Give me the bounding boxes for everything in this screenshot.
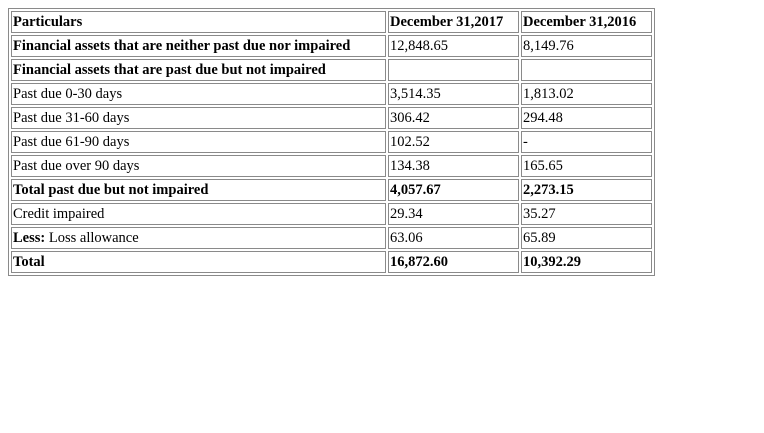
row-label: Past due 31-60 days (11, 107, 386, 129)
row-label: Total past due but not impaired (11, 179, 386, 201)
table-row: Financial assets that are past due but n… (11, 59, 652, 81)
row-label: Past due 61-90 days (11, 131, 386, 153)
table-row: Past due over 90 days 134.38 165.65 (11, 155, 652, 177)
row-value-2017: 4,057.67 (388, 179, 519, 201)
row-value-2016 (521, 59, 652, 81)
row-value-2017: 3,514.35 (388, 83, 519, 105)
table-row: Past due 0-30 days 3,514.35 1,813.02 (11, 83, 652, 105)
row-value-2016: 10,392.29 (521, 251, 652, 273)
row-value-2016: - (521, 131, 652, 153)
row-label-rest: Loss allowance (45, 229, 139, 246)
row-value-2017: 306.42 (388, 107, 519, 129)
table-row: Financial assets that are neither past d… (11, 35, 652, 57)
header-dec-2016: December 31,2016 (521, 11, 652, 33)
table-total-row: Total 16,872.60 10,392.29 (11, 251, 652, 273)
row-label-prefix: Less: (13, 229, 46, 246)
row-value-2016: 65.89 (521, 227, 652, 249)
row-value-2016: 1,813.02 (521, 83, 652, 105)
financial-assets-table: Particulars December 31,2017 December 31… (8, 8, 655, 276)
table-header-row: Particulars December 31,2017 December 31… (11, 11, 652, 33)
row-label: Financial assets that are neither past d… (11, 35, 386, 57)
row-label: Past due 0-30 days (11, 83, 386, 105)
row-value-2017: 12,848.65 (388, 35, 519, 57)
table-row: Past due 61-90 days 102.52 - (11, 131, 652, 153)
row-value-2016: 2,273.15 (521, 179, 652, 201)
row-value-2017 (388, 59, 519, 81)
row-label: Credit impaired (11, 203, 386, 225)
row-value-2017: 102.52 (388, 131, 519, 153)
table-row: Past due 31-60 days 306.42 294.48 (11, 107, 652, 129)
row-label: Less: Loss allowance (11, 227, 386, 249)
table-row: Total past due but not impaired 4,057.67… (11, 179, 652, 201)
table-row: Less: Loss allowance 63.06 65.89 (11, 227, 652, 249)
row-value-2017: 63.06 (388, 227, 519, 249)
row-value-2016: 8,149.76 (521, 35, 652, 57)
row-value-2017: 29.34 (388, 203, 519, 225)
row-label: Total (11, 251, 386, 273)
row-value-2016: 294.48 (521, 107, 652, 129)
row-value-2016: 165.65 (521, 155, 652, 177)
row-value-2016: 35.27 (521, 203, 652, 225)
row-value-2017: 134.38 (388, 155, 519, 177)
row-label: Past due over 90 days (11, 155, 386, 177)
header-dec-2017: December 31,2017 (388, 11, 519, 33)
row-label: Financial assets that are past due but n… (11, 59, 386, 81)
row-value-2017: 16,872.60 (388, 251, 519, 273)
table-row: Credit impaired 29.34 35.27 (11, 203, 652, 225)
header-particulars: Particulars (11, 11, 386, 33)
